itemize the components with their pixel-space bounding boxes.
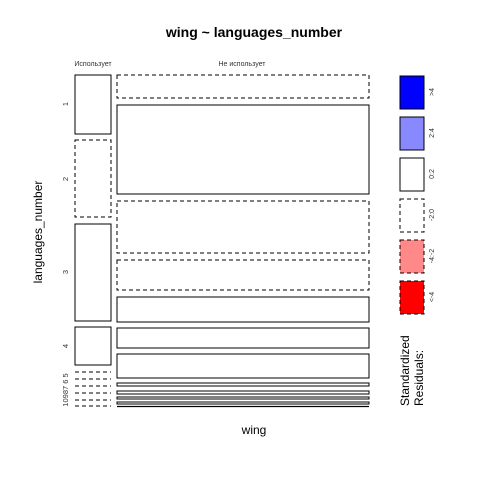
tile-3a-does-not-use (116, 200, 370, 254)
legend-swatch-lt-neg4 (399, 280, 425, 315)
legend-label-neg2-0: -2:0 (429, 209, 436, 221)
tile-2-uses (74, 139, 112, 218)
tile-3b-does-not-use (116, 259, 370, 291)
legend-label-0-2: 0:2 (429, 169, 436, 179)
residuals-legend: >4 2:4 0:2 -2:0 -4:-2 <-4 Standardized R… (398, 75, 436, 406)
legend-swatch-gt4 (399, 75, 425, 110)
tile-8-does-not-use (116, 396, 370, 400)
legend-swatch-2-4 (399, 116, 425, 151)
y-axis-title: languages_number (31, 181, 45, 284)
legend-label-2-4: 2:4 (429, 128, 436, 138)
tile-3-uses (74, 223, 112, 322)
row-label-1: 1 (61, 102, 70, 106)
legend-label-lt-neg4: <-4 (429, 292, 436, 302)
legend-swatch-neg4-neg2 (399, 239, 425, 274)
legend-title-line-1: Standardized (398, 335, 412, 406)
row-label-3: 3 (61, 270, 70, 274)
legend-title-line-2: Residuals: (412, 350, 426, 406)
tile-1-does-not-use (116, 74, 370, 99)
legend-label-gt4: >4 (429, 88, 436, 96)
tile-4a-does-not-use (116, 296, 370, 323)
tile-4-uses (74, 326, 112, 366)
legend-swatch-neg2-0 (399, 198, 425, 233)
row-label-5-to-10: 10987 6 5 (61, 373, 70, 406)
row-label-2: 2 (61, 177, 70, 181)
x-axis-title: wing (241, 423, 267, 437)
tile-4b-does-not-use (116, 327, 370, 349)
legend-label-neg4-neg2: -4:-2 (429, 249, 436, 264)
legend-swatch-0-2 (399, 157, 425, 192)
row-label-4: 4 (61, 344, 70, 348)
column-label-does-not-use: Не использует (219, 61, 267, 68)
tile-7-does-not-use (116, 390, 370, 395)
tile-2-does-not-use (116, 104, 370, 195)
chart-title: wing ~ languages_number (165, 24, 343, 40)
column-label-uses: Использует (74, 61, 112, 68)
tile-9-does-not-use (116, 401, 370, 405)
tile-5-does-not-use (116, 353, 370, 379)
tile-6-does-not-use (116, 382, 370, 387)
tile-1-uses (74, 74, 112, 135)
